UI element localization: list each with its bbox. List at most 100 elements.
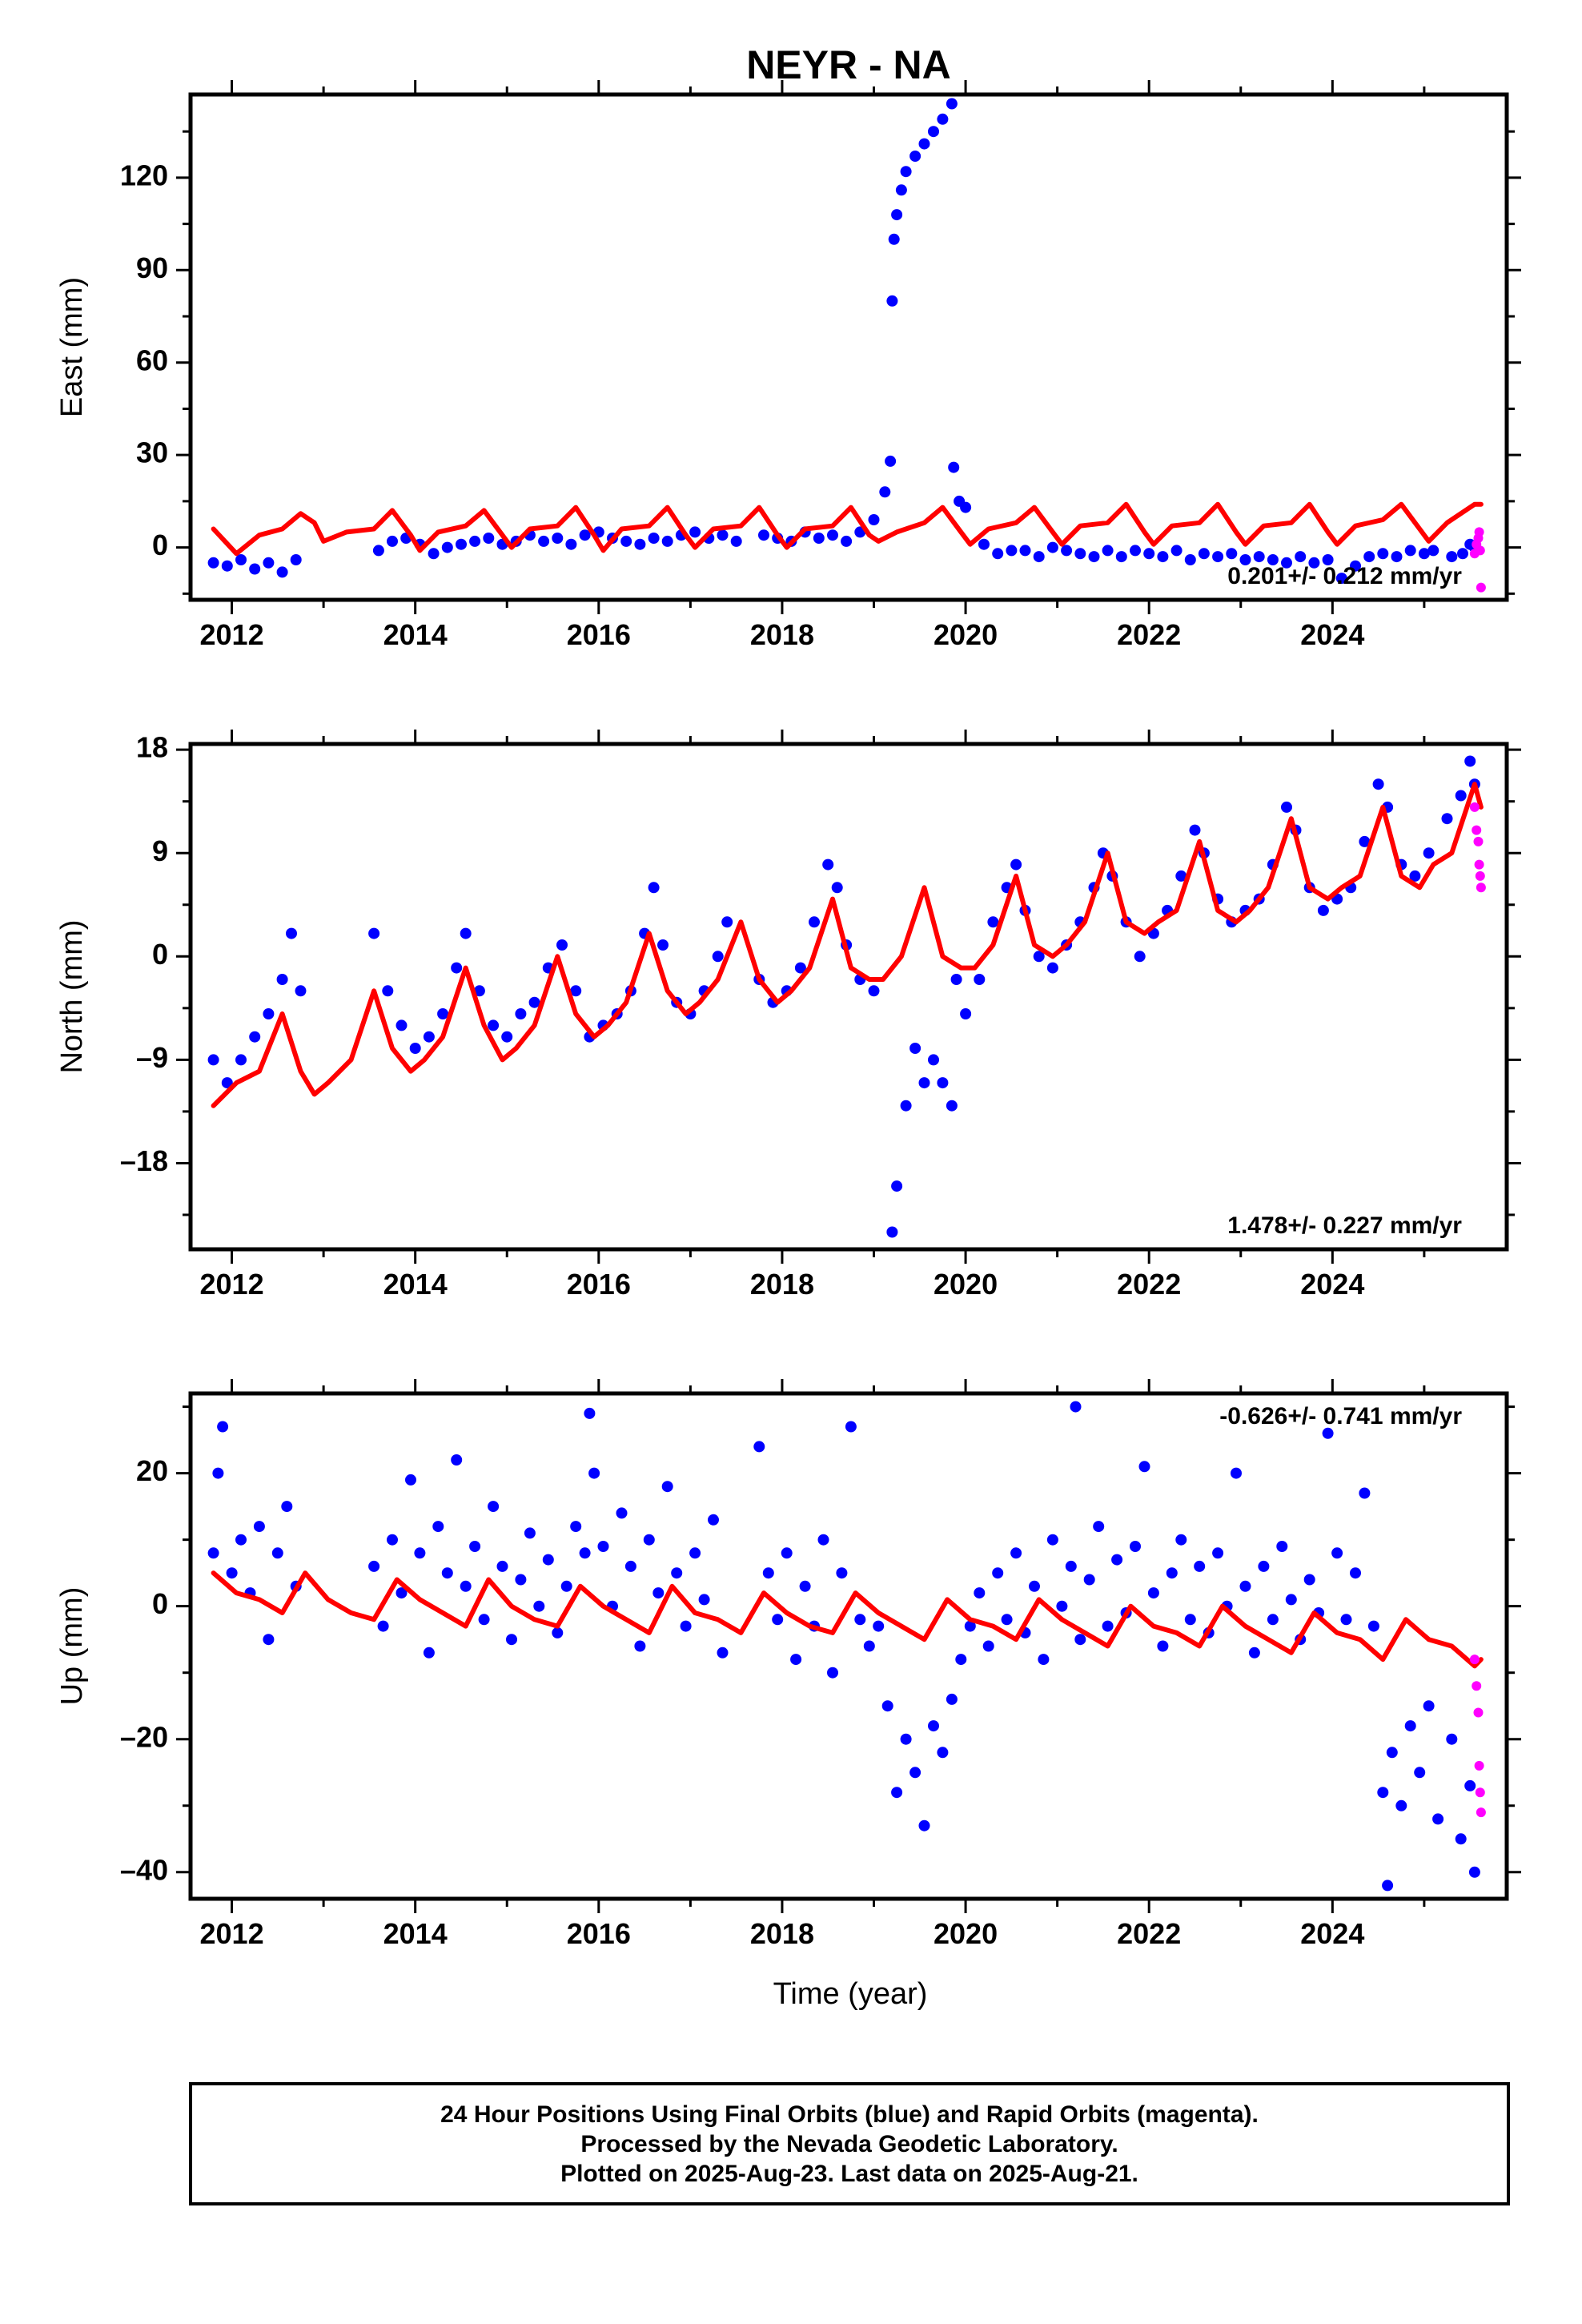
up-final-point-48 [698, 1594, 710, 1606]
up-final-point-94 [1138, 1461, 1150, 1473]
up-final-point-130 [1464, 1779, 1476, 1791]
up-final-point-20 [451, 1454, 463, 1466]
up-final-point-81 [1029, 1580, 1040, 1592]
up-final-point-128 [1446, 1733, 1458, 1745]
up-final-point-19 [441, 1567, 453, 1579]
east-final-point-91 [1427, 545, 1439, 557]
up-final-point-47 [689, 1547, 701, 1559]
up-final-point-82 [1038, 1654, 1050, 1666]
up-final-point-51 [753, 1441, 765, 1453]
east-final-point-39 [827, 529, 838, 541]
east-final-point-15 [483, 533, 495, 544]
east-final-point-34 [758, 529, 769, 541]
north-final-point-52 [937, 1077, 949, 1089]
up-final-point-43 [652, 1587, 665, 1599]
up-rapid-point-5 [1476, 1807, 1486, 1818]
north-final-point-92 [1441, 813, 1453, 825]
east-final-point-43 [879, 486, 891, 498]
north-final-point-3 [249, 1031, 261, 1043]
up-final-point-68 [909, 1767, 921, 1779]
up-final-point-59 [827, 1667, 838, 1679]
up-final-point-62 [854, 1614, 866, 1626]
north-final-point-22 [556, 939, 568, 951]
up-final-point-53 [772, 1614, 784, 1626]
up-final-point-112 [1303, 1574, 1315, 1586]
up-final-point-88 [1083, 1574, 1095, 1586]
up-final-point-16 [414, 1547, 426, 1559]
north-rapid-point-3 [1474, 859, 1484, 870]
up-final-point-24 [488, 1501, 500, 1513]
east-final-point-5 [276, 566, 288, 578]
north-final-point-9 [382, 985, 394, 997]
up-final-point-123 [1395, 1799, 1407, 1811]
up-final-point-71 [937, 1747, 949, 1759]
east-x-tick-label-4: 2020 [934, 618, 998, 651]
up-final-point-117 [1350, 1567, 1361, 1579]
up-final-point-58 [817, 1534, 829, 1546]
east-final-point-83 [1322, 554, 1334, 565]
up-final-point-13 [387, 1534, 398, 1546]
up-final-point-91 [1111, 1554, 1123, 1566]
north-final-point-46 [886, 1226, 898, 1238]
up-final-point-87 [1074, 1634, 1086, 1646]
up-final-point-7 [263, 1634, 275, 1646]
up-x-tick-label-0: 2012 [200, 1917, 264, 1950]
north-final-point-1 [221, 1077, 233, 1089]
up-final-point-3 [226, 1567, 238, 1579]
east-final-point-21 [565, 538, 577, 550]
up-final-point-30 [542, 1554, 554, 1566]
frame-up [188, 1391, 1509, 1901]
footer-box: 24 Hour Positions Using Final Orbits (bl… [189, 2082, 1510, 2205]
east-final-point-75 [1212, 551, 1224, 563]
up-final-point-54 [781, 1547, 793, 1559]
east-final-point-28 [661, 535, 673, 547]
frame-north [188, 742, 1509, 1252]
up-final-point-26 [506, 1634, 517, 1646]
east-final-point-62 [1033, 551, 1045, 563]
east-final-point-2 [235, 554, 247, 565]
north-final-point-11 [409, 1043, 421, 1054]
east-x-tick-label-2: 2016 [567, 618, 631, 651]
up-rapid-point-0 [1469, 1655, 1480, 1665]
north-final-point-17 [488, 1019, 500, 1031]
east-final-point-78 [1253, 551, 1265, 563]
up-final-point-77 [992, 1567, 1004, 1579]
up-final-point-85 [1065, 1560, 1077, 1572]
east-final-point-63 [1046, 541, 1058, 553]
north-y-tick-label-3: 9 [152, 834, 168, 867]
up-final-point-69 [918, 1819, 930, 1831]
north-final-point-91 [1423, 847, 1435, 859]
up-final-point-78 [1001, 1614, 1013, 1626]
east-final-point-73 [1184, 554, 1196, 565]
north-final-point-83 [1317, 904, 1329, 916]
east-x-tick-label-0: 2012 [200, 618, 264, 651]
up-rapid-point-2 [1473, 1707, 1484, 1718]
up-final-point-9 [281, 1501, 293, 1513]
north-final-point-14 [451, 962, 463, 974]
up-final-point-39 [616, 1507, 628, 1519]
up-final-point-73 [955, 1654, 967, 1666]
north-final-point-30 [657, 939, 669, 951]
east-x-tick-label-1: 2014 [383, 618, 448, 651]
plot-area-north [207, 755, 1486, 1238]
north-final-point-19 [515, 1008, 527, 1019]
up-final-point-109 [1276, 1541, 1288, 1552]
up-final-point-86 [1070, 1401, 1082, 1413]
panel-up: 2012 2014 2016 2018 2020 2022 2024 –40 –20 0 20 Up … [55, 1379, 1521, 1950]
east-final-point-13 [456, 538, 467, 550]
up-final-point-4 [235, 1534, 247, 1546]
north-final-point-69 [1134, 951, 1146, 963]
north-final-point-55 [960, 1008, 972, 1019]
up-final-point-27 [515, 1574, 527, 1586]
east-final-point-76 [1226, 548, 1238, 560]
up-final-point-72 [946, 1693, 958, 1705]
north-y-tick-label-0: –18 [120, 1144, 168, 1177]
up-x-tick-label-6: 2024 [1300, 1917, 1364, 1950]
east-final-point-46 [888, 233, 900, 245]
up-final-point-64 [873, 1620, 885, 1632]
up-final-point-40 [624, 1560, 636, 1572]
north-final-point-42 [831, 882, 843, 894]
north-rapid-point-0 [1469, 802, 1480, 812]
plot-area-up [207, 1401, 1486, 1892]
up-model-line [211, 1570, 1484, 1669]
